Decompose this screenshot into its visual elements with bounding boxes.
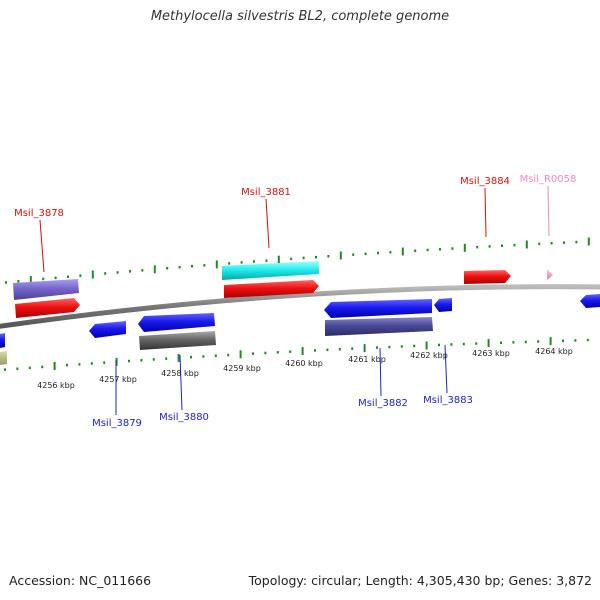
- accession-text: Accession: NC_011666: [9, 573, 152, 588]
- cds-msil-3879[interactable]: [89, 321, 126, 338]
- pointer-msil-3881: [265, 198, 270, 249]
- scale-label-4264: 4264 kbp: [535, 347, 573, 356]
- trna-msil-r0058[interactable]: [547, 269, 553, 280]
- pointer-msil-3880: [179, 354, 183, 411]
- genome-backbone: [0, 284, 600, 329]
- label-msil-3881[interactable]: Msil_3881: [241, 187, 291, 198]
- pointer-msil-3878: [39, 219, 45, 273]
- scale-label-4257: 4257 kbp: [99, 375, 137, 384]
- cds-msil-3880[interactable]: [138, 313, 215, 332]
- label-msil-3879[interactable]: Msil_3879: [92, 418, 142, 429]
- gene-msil-3882[interactable]: [325, 317, 433, 336]
- forward-tick-track: [5, 237, 590, 285]
- genome-info-text: Topology: circular; Length: 4,305,430 bp…: [248, 573, 592, 588]
- cds-msil-3884[interactable]: [464, 270, 511, 284]
- rrna-msil-3881[interactable]: [222, 261, 319, 280]
- pointer-msil-3883: [444, 344, 448, 394]
- cds-fragment-right[interactable]: [580, 294, 600, 308]
- pointer-msil-r0058: [547, 185, 550, 237]
- scale-label-4263: 4263 kbp: [472, 349, 510, 358]
- gene-msil-3880[interactable]: [139, 331, 216, 350]
- reverse-tick-track: [4, 337, 589, 371]
- cds-msil-3881[interactable]: [224, 280, 319, 298]
- pointer-msil-3884: [484, 187, 487, 238]
- label-msil-3878[interactable]: Msil_3878: [14, 208, 64, 219]
- label-msil-3880[interactable]: Msil_3880: [159, 412, 209, 423]
- cds-msil-3878[interactable]: [15, 298, 80, 318]
- label-msil-3882[interactable]: Msil_3882: [358, 398, 408, 409]
- pointer-msil-3882: [379, 347, 382, 397]
- scale-label-4258: 4258 kbp: [161, 369, 199, 378]
- label-msil-r0058[interactable]: Msil_R0058: [520, 174, 577, 185]
- scale-label-4262: 4262 kbp: [410, 351, 448, 360]
- misc-feature-left[interactable]: [0, 351, 7, 365]
- scale-label-4260: 4260 kbp: [285, 359, 323, 368]
- cds-msil-3883[interactable]: [434, 298, 452, 312]
- scale-label-4256: 4256 kbp: [37, 381, 75, 390]
- cds-msil-3882[interactable]: [324, 299, 432, 318]
- label-msil-3883[interactable]: Msil_3883: [423, 395, 473, 406]
- scale-label-4259: 4259 kbp: [223, 364, 261, 373]
- scale-label-4261: 4261 kbp: [348, 355, 386, 364]
- gene-msil-3878[interactable]: [13, 279, 79, 300]
- map-title: Methylocella silvestris BL2, complete ge…: [150, 9, 450, 24]
- label-msil-3884[interactable]: Msil_3884: [460, 176, 510, 187]
- cds-fragment-left[interactable]: [0, 333, 5, 348]
